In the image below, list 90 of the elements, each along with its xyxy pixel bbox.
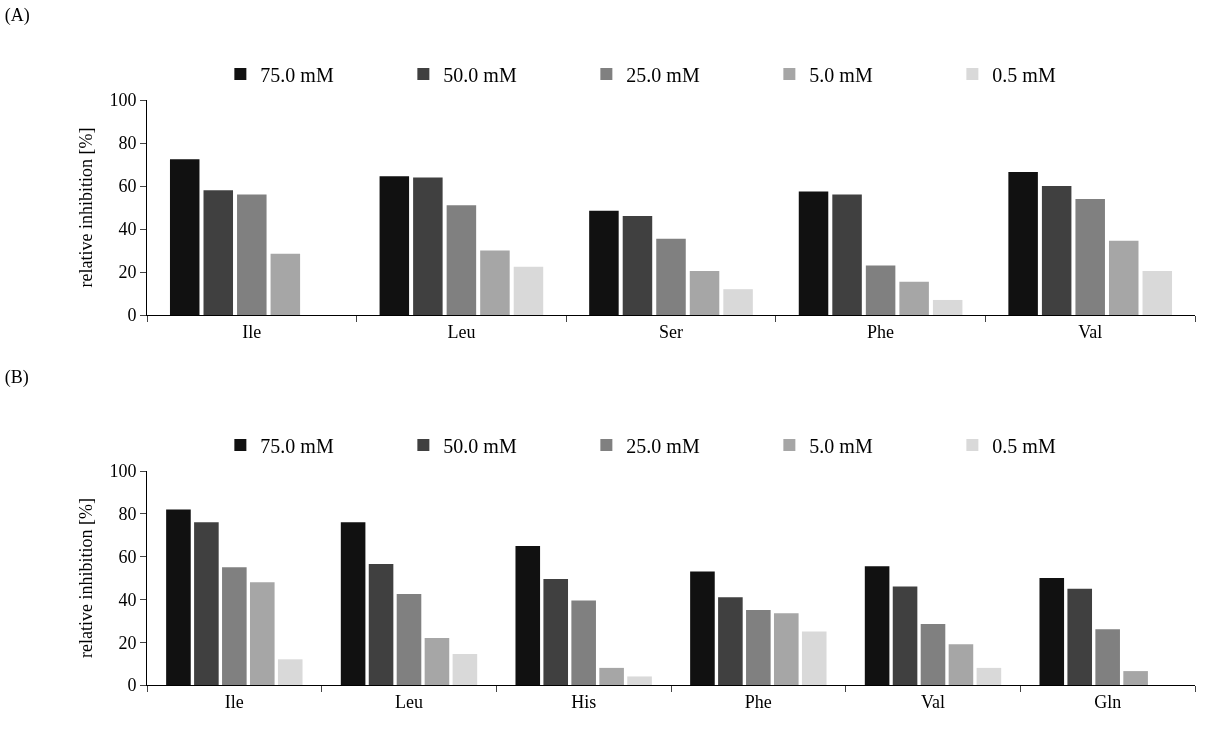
bar [627,676,652,685]
bar [948,644,974,685]
chart-title: (B) [4,366,29,388]
bar [513,266,544,315]
bar [203,190,234,315]
bar [446,205,477,315]
y-tick-label: 60 [118,546,137,567]
x-tick-label: Phe [867,321,895,342]
bar [723,289,753,315]
y-tick-label: 0 [127,305,137,326]
bar [865,265,896,315]
bar [1142,270,1173,315]
x-tick-label: Gln [1094,691,1122,712]
bar [424,637,450,685]
bar [166,509,191,685]
bar [1123,671,1148,685]
bar [892,586,918,685]
y-tick-label: 60 [118,176,137,197]
bar [622,216,653,315]
bar [599,667,624,685]
bar [656,238,686,315]
legend-label: 0.5 mM [992,63,1056,86]
bar [277,659,303,685]
x-tick-label: His [571,691,597,712]
y-tick-label: 0 [127,675,137,696]
legend-label: 25.0 mM [626,63,700,86]
bar [1095,629,1120,685]
bar [689,270,720,315]
y-axis-title: relative inhibition [%] [75,127,96,288]
bar [773,613,799,685]
bar [1108,240,1139,315]
x-tick-label: Phe [744,691,772,712]
bar [543,579,569,685]
bar [1008,172,1038,315]
y-tick-label: 20 [118,262,137,283]
bar [718,597,743,685]
y-axis-title: relative inhibition [%] [75,498,96,658]
bar [368,564,394,685]
bar [396,594,422,685]
x-tick-label: Val [921,691,945,712]
bar [1075,198,1105,315]
bar [920,624,946,685]
bar [798,191,829,315]
bar [1041,186,1072,315]
bar [589,210,619,315]
bar [864,566,890,685]
legend-label: 75.0 mM [260,434,334,457]
legend-label: 75.0 mM [260,63,334,86]
bar [452,653,478,685]
bar [237,194,267,315]
bar [746,610,771,685]
bar [899,281,929,315]
bar [340,522,366,685]
bar [222,567,247,685]
bar [480,250,510,315]
legend-label: 0.5 mM [992,434,1056,457]
bar [515,545,541,685]
y-tick-label: 40 [118,589,137,610]
bar [379,176,410,315]
y-tick-label: 20 [118,632,137,653]
bar [690,571,715,685]
bar [249,582,275,685]
y-tick-label: 80 [118,133,137,154]
legend-label: 50.0 mM [443,434,517,457]
x-tick-label: Leu [395,691,423,712]
y-tick-label: 80 [118,504,137,525]
legend-label: 25.0 mM [626,434,700,457]
bar [801,631,827,685]
x-tick-label: Val [1078,321,1103,342]
chart-title: (A) [4,4,30,26]
x-tick-label: Ser [659,321,683,342]
bar [1039,578,1065,685]
bar [932,299,963,315]
bar [832,194,862,315]
legend-label: 5.0 mM [809,434,873,457]
bar [413,177,443,315]
legend-label: 5.0 mM [809,63,873,86]
y-tick-label: 40 [118,219,137,240]
bar [976,667,1002,685]
legend-label: 50.0 mM [443,63,517,86]
y-tick-label: 100 [109,90,137,111]
bar [270,253,301,315]
x-tick-label: Ile [242,321,262,342]
bar [571,600,596,685]
x-tick-label: Leu [447,321,476,342]
bar [169,159,200,315]
y-tick-label: 100 [109,461,137,482]
x-tick-label: Ile [224,691,244,712]
bar [1067,588,1093,685]
bar [194,522,219,685]
